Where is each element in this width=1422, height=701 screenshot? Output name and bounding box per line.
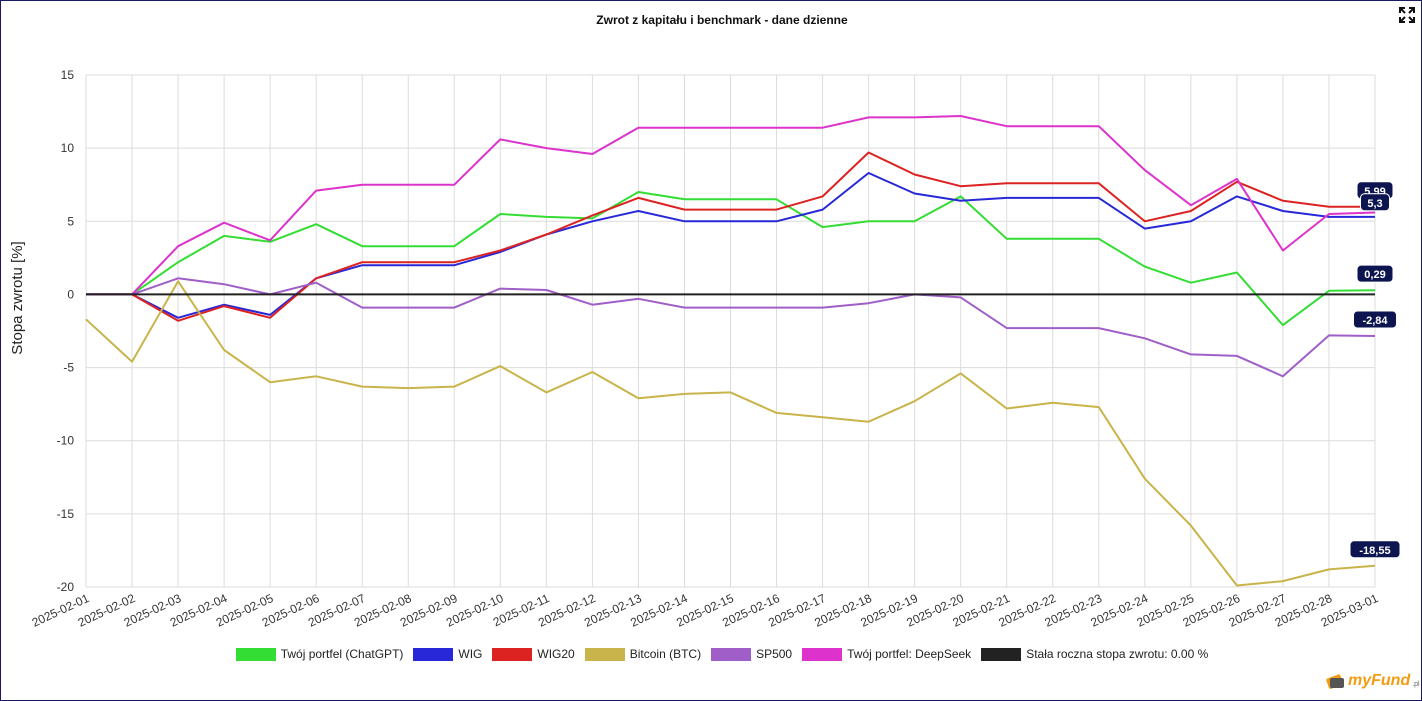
logo-suffix: .pl bbox=[1412, 680, 1420, 688]
logo-text: myFund bbox=[1348, 672, 1411, 689]
wallet-icon bbox=[1326, 674, 1344, 689]
legend-label: Twój portfel: DeepSeek bbox=[847, 647, 972, 661]
end-value-label-bg bbox=[1353, 310, 1397, 329]
end-value-text: -2,84 bbox=[1362, 315, 1388, 327]
legend-item[interactable]: WIG bbox=[413, 647, 482, 661]
y-tick-label: 0 bbox=[67, 287, 74, 301]
expand-icon[interactable] bbox=[1398, 6, 1416, 24]
chart-legend: Twój portfel (ChatGPT) WIG WIG20 Bitcoin (B… bbox=[0, 647, 1422, 661]
legend-swatch bbox=[981, 647, 1022, 661]
series-line[interactable] bbox=[86, 115, 1376, 296]
y-axis-label: Stopa zwrotu [%] bbox=[9, 241, 26, 354]
series-line[interactable] bbox=[86, 191, 1376, 327]
series-line[interactable] bbox=[86, 151, 1376, 322]
y-axis-ticks: -20 -15 -10 -5 0 5 10 15 bbox=[57, 68, 75, 594]
end-value-label: -18,55 bbox=[1349, 540, 1401, 559]
end-value-label: 5,3 bbox=[1360, 193, 1390, 212]
y-tick-label: -10 bbox=[57, 434, 75, 448]
series-line[interactable] bbox=[85, 280, 1376, 587]
end-value-label-bg bbox=[1356, 264, 1394, 283]
legend-label: Twój portfel (ChatGPT) bbox=[280, 647, 404, 661]
legend-label: Stała roczna stopa zwrotu: 0.00 % bbox=[1026, 647, 1209, 661]
legend-label: WIG20 bbox=[537, 647, 575, 661]
legend-label: SP500 bbox=[756, 647, 793, 661]
x-axis-ticks: 2025-02-012025-02-022025-02-032025-02-04… bbox=[30, 591, 1381, 630]
y-tick-label: -5 bbox=[63, 361, 74, 375]
line-chart: -20 -15 -10 -5 0 5 10 15 2025-02-012025-02-0220… bbox=[9, 68, 1401, 630]
legend-item[interactable]: SP500 bbox=[711, 647, 792, 661]
legend-item[interactable]: Twój portfel: DeepSeek bbox=[802, 647, 971, 661]
legend-swatch bbox=[584, 647, 625, 661]
y-tick-label: -15 bbox=[57, 507, 75, 521]
legend-swatch bbox=[802, 647, 843, 661]
end-value-label-bg bbox=[1349, 540, 1401, 559]
legend-swatch bbox=[413, 647, 454, 661]
legend-item[interactable]: WIG20 bbox=[492, 647, 575, 661]
legend-label: Bitcoin (BTC) bbox=[629, 647, 702, 661]
y-tick-label: 10 bbox=[61, 141, 75, 155]
end-labels: 5,995,30,29-2,84-18,55 bbox=[1349, 181, 1401, 559]
legend-swatch bbox=[235, 647, 276, 661]
legend-label: WIG bbox=[458, 647, 483, 661]
end-value-label: -2,84 bbox=[1353, 310, 1397, 329]
chart-series bbox=[85, 115, 1376, 587]
end-value-label: 0,29 bbox=[1356, 264, 1394, 283]
end-value-text: 0,29 bbox=[1364, 269, 1385, 281]
legend-item[interactable]: Bitcoin (BTC) bbox=[584, 647, 702, 661]
end-value-text: 5,3 bbox=[1367, 198, 1382, 210]
series-line[interactable] bbox=[86, 277, 1376, 378]
legend-swatch bbox=[492, 647, 533, 661]
myfund-logo: myFund .pl bbox=[1326, 672, 1420, 690]
y-tick-label: -20 bbox=[57, 580, 75, 594]
legend-swatch bbox=[711, 647, 752, 661]
legend-item[interactable]: Twój portfel (ChatGPT) bbox=[235, 647, 404, 661]
end-value-label-bg bbox=[1360, 193, 1390, 212]
y-tick-label: 5 bbox=[67, 214, 74, 228]
legend-item[interactable]: Stała roczna stopa zwrotu: 0.00 % bbox=[981, 647, 1208, 661]
chart-title: Zwrot z kapitału i benchmark - dane dzie… bbox=[596, 13, 848, 27]
chart-grid bbox=[85, 74, 1376, 588]
end-value-text: -18,55 bbox=[1359, 545, 1390, 557]
y-tick-label: 15 bbox=[61, 68, 75, 82]
